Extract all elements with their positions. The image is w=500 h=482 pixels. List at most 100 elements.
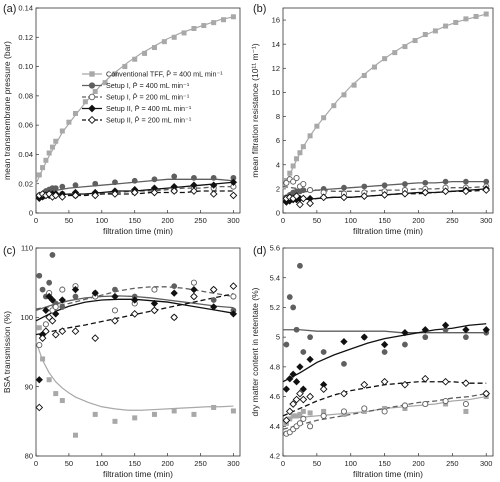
data-point bbox=[290, 304, 297, 311]
y-tick-label: 100 bbox=[20, 313, 33, 322]
y-tick-label: 4.2 bbox=[270, 452, 280, 461]
series-2-points bbox=[36, 173, 237, 200]
data-point bbox=[210, 181, 218, 189]
data-point bbox=[59, 183, 66, 190]
trend-line-series-3 bbox=[282, 392, 487, 430]
data-point bbox=[283, 179, 290, 186]
data-point bbox=[296, 420, 303, 427]
data-point bbox=[151, 286, 158, 293]
x-tick-label: 200 bbox=[161, 216, 174, 225]
data-point bbox=[35, 403, 44, 412]
data-point bbox=[210, 303, 218, 311]
y-tick-label: 0 bbox=[276, 209, 280, 218]
legend-entry-label: Setup II, P̄ = 400 mL min⁻¹ bbox=[106, 104, 192, 113]
data-point bbox=[82, 99, 88, 105]
data-point bbox=[296, 363, 304, 371]
data-point bbox=[293, 174, 300, 182]
data-point bbox=[282, 385, 291, 393]
trend-line-series-1 bbox=[35, 341, 234, 411]
data-point bbox=[482, 326, 490, 334]
data-point bbox=[401, 402, 408, 409]
data-point bbox=[71, 191, 80, 200]
y-tick-label: 0 bbox=[29, 209, 33, 218]
data-point bbox=[422, 32, 428, 38]
data-point bbox=[111, 292, 119, 301]
data-point bbox=[360, 333, 368, 341]
data-point bbox=[191, 174, 197, 181]
data-point bbox=[462, 326, 470, 334]
data-point bbox=[48, 316, 57, 325]
data-point bbox=[381, 408, 388, 415]
series-4-points bbox=[282, 321, 490, 393]
data-point bbox=[112, 286, 118, 293]
x-tick-label: 100 bbox=[344, 216, 357, 225]
data-point bbox=[59, 128, 65, 134]
chart-panel-4: (d) 0 50 100 150 200 250 300 4.2 4.4 4.6 4.8 5 5.2 5.4… bbox=[250, 244, 494, 479]
data-point bbox=[36, 172, 42, 178]
data-point bbox=[300, 415, 307, 422]
data-point bbox=[299, 194, 308, 203]
data-point bbox=[463, 334, 469, 341]
data-point bbox=[112, 71, 118, 77]
legend-entry-label: Conventional TFF, P̄ = 400 mL min⁻¹ bbox=[106, 70, 223, 79]
data-point bbox=[297, 150, 303, 156]
data-point bbox=[190, 279, 197, 286]
data-point bbox=[287, 170, 293, 176]
data-point bbox=[307, 410, 313, 416]
series-5-points bbox=[35, 187, 238, 201]
data-point bbox=[66, 119, 72, 125]
legend-entry-label: Setup II, P̄ = 200 mL min⁻¹ bbox=[106, 116, 192, 125]
data-point bbox=[462, 379, 470, 388]
data-point bbox=[292, 192, 301, 200]
data-point bbox=[190, 292, 198, 301]
data-point bbox=[221, 17, 227, 23]
data-point bbox=[290, 163, 296, 169]
panel-label: (c) bbox=[3, 245, 16, 257]
data-point bbox=[181, 30, 187, 36]
data-point bbox=[42, 306, 50, 315]
data-point bbox=[58, 296, 66, 304]
data-point bbox=[111, 190, 119, 198]
series-5-points bbox=[35, 282, 238, 412]
data-point bbox=[170, 313, 179, 322]
trend-line-series-2 bbox=[283, 329, 487, 334]
data-point bbox=[340, 408, 348, 415]
y-tick-label: 2 bbox=[276, 184, 280, 193]
y-tick-label: 5 bbox=[276, 333, 280, 342]
data-point bbox=[307, 133, 313, 139]
data-point bbox=[142, 50, 148, 56]
data-point bbox=[211, 404, 217, 410]
data-point bbox=[171, 173, 178, 180]
data-point bbox=[230, 14, 236, 20]
data-point bbox=[319, 385, 328, 393]
data-point bbox=[290, 178, 297, 185]
y-axis-label: mean transmembrane pressure (bar) bbox=[2, 41, 12, 180]
data-point bbox=[299, 385, 307, 393]
data-point bbox=[209, 285, 218, 294]
data-point bbox=[289, 370, 297, 378]
data-point bbox=[292, 395, 301, 404]
data-point bbox=[283, 341, 290, 348]
x-tick-label: 250 bbox=[194, 216, 207, 225]
data-point bbox=[380, 377, 389, 386]
y-tick-label: 0.14 bbox=[18, 4, 33, 13]
data-point bbox=[49, 144, 55, 150]
data-point bbox=[294, 156, 300, 162]
data-point bbox=[380, 191, 389, 199]
data-point bbox=[300, 187, 307, 193]
data-point bbox=[150, 306, 159, 315]
data-point bbox=[319, 193, 328, 202]
x-tick-label: 0 bbox=[34, 459, 38, 468]
data-point bbox=[58, 327, 67, 336]
data-point bbox=[296, 200, 304, 209]
data-point bbox=[306, 199, 314, 208]
x-tick-label: 300 bbox=[227, 459, 240, 468]
x-tick-label: 0 bbox=[281, 459, 285, 468]
series-2-points bbox=[36, 252, 237, 314]
data-point bbox=[230, 408, 236, 414]
x-axis-label: filtration time (min) bbox=[353, 226, 423, 236]
data-point bbox=[371, 64, 377, 70]
data-point bbox=[112, 418, 118, 424]
data-point bbox=[52, 303, 59, 310]
data-point bbox=[229, 191, 238, 200]
